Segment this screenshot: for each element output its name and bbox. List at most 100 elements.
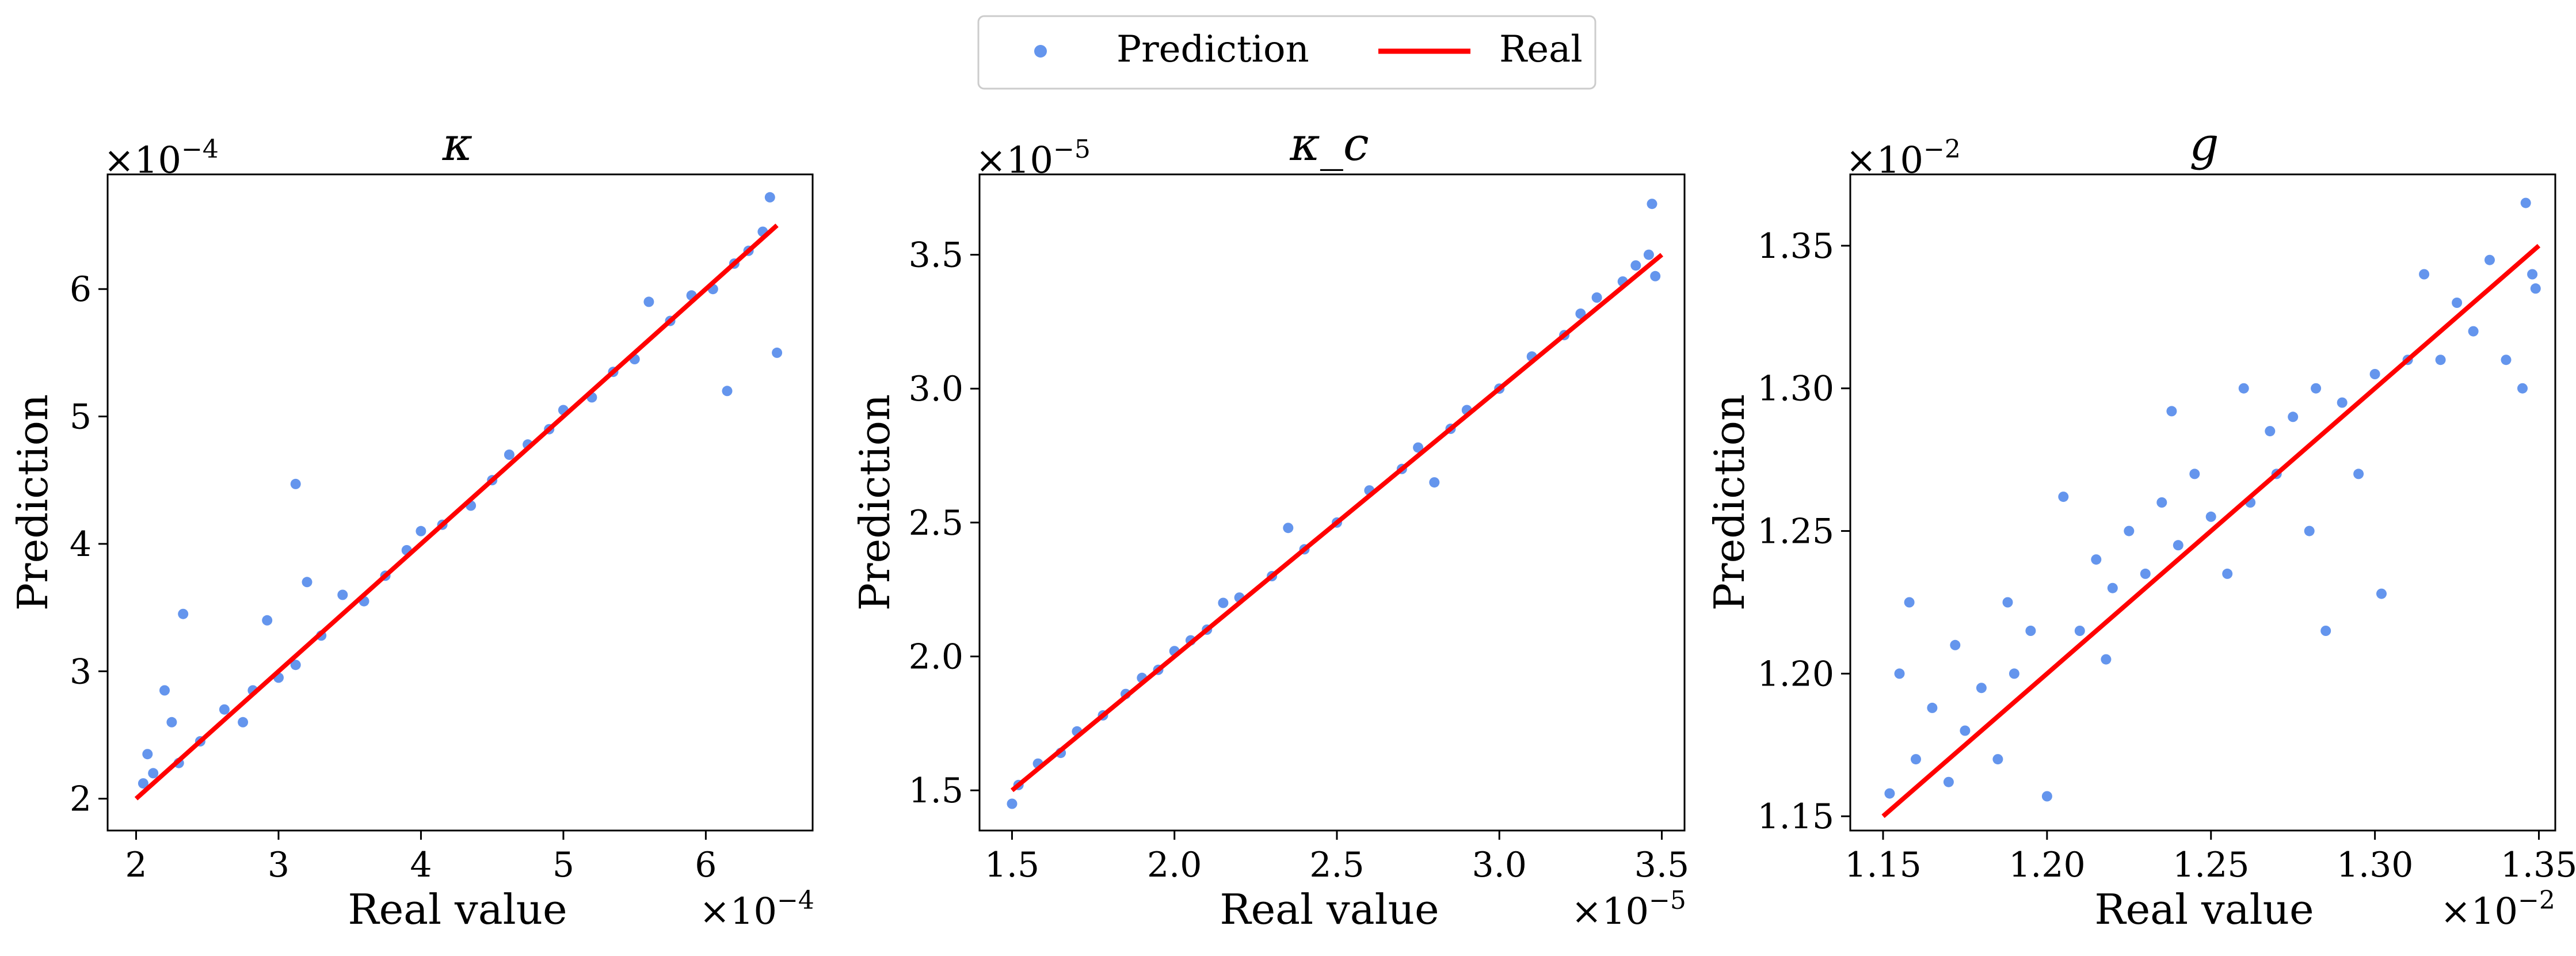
prediction-point bbox=[148, 768, 159, 779]
x-tick-label: 2.0 bbox=[1147, 845, 1202, 885]
prediction-point bbox=[1960, 725, 1971, 736]
legend-real-label: Real bbox=[1499, 28, 1583, 71]
axes-frame bbox=[978, 173, 1686, 832]
panel-title: g bbox=[2189, 117, 2219, 171]
x-tick-label: 2.5 bbox=[1309, 845, 1364, 885]
y-tick-label: 1.35 bbox=[1757, 226, 1834, 266]
x-tick-label: 3.5 bbox=[1634, 845, 1689, 885]
prediction-point bbox=[1591, 292, 1602, 303]
y-axis-label: Prediction bbox=[1705, 394, 1754, 611]
prediction-point bbox=[2189, 469, 2200, 479]
y-tick-label: 3.0 bbox=[909, 369, 963, 409]
prediction-point bbox=[290, 478, 301, 489]
prediction-point bbox=[2452, 298, 2463, 308]
prediction-point bbox=[2002, 597, 2013, 608]
prediction-point bbox=[2530, 283, 2541, 294]
y-axis-label: Prediction bbox=[9, 394, 57, 611]
panel-kappa-c: ×10−5 κ_c 1.5 2.0 2.5 3.0 3.5 1.5 2.0 2.5 3.0 3.… bbox=[851, 117, 1689, 934]
prediction-point bbox=[1429, 477, 1440, 488]
panel-title: κ bbox=[442, 117, 472, 171]
prediction-point bbox=[2205, 511, 2216, 522]
y-axis-ticks: 1.5 2.0 2.5 3.0 3.5 bbox=[909, 235, 980, 811]
prediction-point bbox=[290, 660, 301, 671]
prediction-point bbox=[2124, 525, 2135, 536]
panel-title: κ_c bbox=[1289, 117, 1369, 171]
prediction-point bbox=[2484, 254, 2495, 265]
prediction-point bbox=[1630, 260, 1641, 271]
y-tick-label: 1.5 bbox=[909, 771, 963, 811]
prediction-point bbox=[2320, 626, 2331, 636]
x-tick-label: 1.15 bbox=[1845, 845, 1922, 885]
legend-frame bbox=[977, 15, 1596, 90]
prediction-point bbox=[159, 685, 170, 696]
prediction-point bbox=[138, 778, 148, 789]
prediction-point bbox=[1976, 683, 1987, 694]
prediction-point bbox=[1884, 788, 1895, 799]
y-tick-label: 1.15 bbox=[1757, 797, 1834, 837]
x-axis-ticks: 1.15 1.20 1.25 1.30 1.35 bbox=[1845, 831, 2576, 885]
y-tick-label: 2 bbox=[70, 779, 92, 820]
plot-area: 1.15 1.20 1.25 1.30 1.35 1.15 1.20 1.25 1.30 1.3… bbox=[1757, 173, 2576, 885]
y-tick-label: 3 bbox=[70, 652, 92, 692]
prediction-point bbox=[2041, 791, 2052, 802]
y-tick-label: 2.0 bbox=[909, 637, 963, 677]
prediction-point bbox=[1927, 702, 1938, 713]
prediction-point bbox=[2140, 568, 2151, 579]
prediction-point bbox=[2304, 525, 2315, 536]
prediction-point bbox=[2074, 626, 2085, 636]
x-tick-label: 1.5 bbox=[985, 845, 1039, 885]
prediction-point bbox=[142, 749, 153, 760]
prediction-point bbox=[2419, 269, 2430, 280]
y-tick-label: 5 bbox=[70, 397, 92, 437]
x-tick-label: 2 bbox=[125, 845, 147, 885]
prediction-point bbox=[2265, 426, 2276, 437]
prediction-point bbox=[1894, 668, 1905, 679]
prediction-point bbox=[1007, 798, 1018, 809]
prediction-point bbox=[262, 615, 273, 626]
y-tick-label: 1.25 bbox=[1757, 512, 1834, 552]
x-axis-label: Real value bbox=[2094, 885, 2314, 934]
prediction-point bbox=[722, 386, 733, 397]
plot-area: 1.5 2.0 2.5 3.0 3.5 1.5 2.0 2.5 3.0 3.5 bbox=[909, 173, 1689, 885]
panel-kappa: ×10−4 κ 2 3 4 5 6 2 3 4 5 6 Real value Predictio… bbox=[9, 117, 814, 934]
x-tick-label: 3 bbox=[268, 845, 289, 885]
x-tick-label: 5 bbox=[552, 845, 574, 885]
prediction-point bbox=[2353, 469, 2364, 479]
x-axis-ticks: 1.5 2.0 2.5 3.0 3.5 bbox=[985, 831, 1689, 885]
x-tick-label: 1.35 bbox=[2501, 845, 2576, 885]
prediction-point bbox=[2025, 626, 2036, 636]
y-axis-ticks: 2 3 4 5 6 bbox=[70, 269, 108, 820]
x-axis-ticks: 2 3 4 5 6 bbox=[125, 831, 717, 885]
prediction-point bbox=[302, 577, 313, 588]
plot-area: 2 3 4 5 6 2 3 4 5 6 bbox=[70, 173, 814, 885]
y-tick-label: 4 bbox=[70, 524, 92, 565]
x-axis-multiplier: ×10−2 bbox=[2440, 886, 2555, 933]
prediction-point bbox=[1950, 639, 1961, 650]
x-axis-label: Real value bbox=[1220, 885, 1439, 934]
prediction-point bbox=[2369, 369, 2380, 379]
axes-frame bbox=[1849, 173, 2556, 832]
prediction-point bbox=[2009, 668, 2019, 679]
y-tick-label: 1.30 bbox=[1757, 369, 1834, 409]
prediction-point bbox=[1413, 442, 1424, 453]
x-tick-label: 1.20 bbox=[2009, 845, 2086, 885]
y-tick-label: 6 bbox=[70, 269, 92, 310]
prediction-point bbox=[166, 717, 177, 728]
prediction-point bbox=[2222, 568, 2233, 579]
prediction-point bbox=[2238, 383, 2249, 394]
prediction-point bbox=[1911, 754, 1921, 765]
x-tick-label: 3.0 bbox=[1472, 845, 1527, 885]
legend: Prediction Real bbox=[977, 15, 1596, 90]
x-tick-label: 1.30 bbox=[2337, 845, 2414, 885]
prediction-point bbox=[2101, 654, 2112, 665]
prediction-point bbox=[1992, 754, 2003, 765]
prediction-points bbox=[1884, 197, 2541, 802]
prediction-point bbox=[2311, 383, 2322, 394]
prediction-point bbox=[2376, 588, 2387, 599]
prediction-point bbox=[1647, 199, 1657, 210]
x-axis-multiplier: ×10−5 bbox=[1571, 886, 1686, 933]
prediction-point bbox=[1575, 308, 1586, 319]
prediction-point bbox=[1643, 249, 1654, 260]
prediction-point bbox=[178, 608, 189, 619]
